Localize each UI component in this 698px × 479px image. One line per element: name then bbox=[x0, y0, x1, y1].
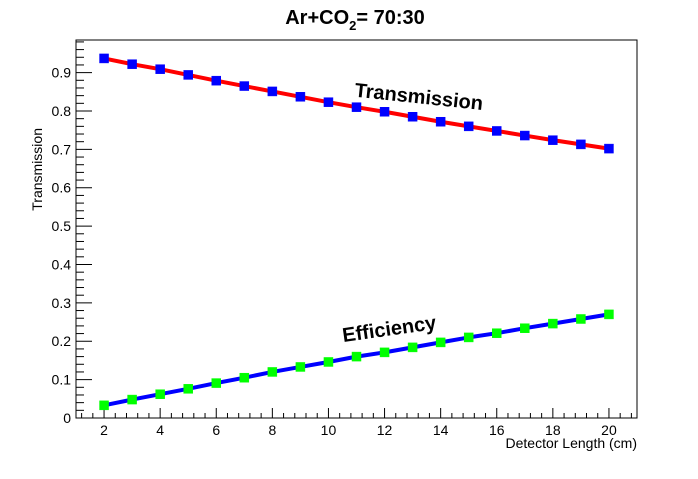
efficiency-data-point bbox=[379, 347, 390, 358]
x-tick-label: 12 bbox=[377, 422, 393, 438]
efficiency-data-point bbox=[435, 337, 446, 348]
efficiency-data-point bbox=[604, 309, 614, 320]
x-tick-label: 10 bbox=[321, 422, 337, 438]
y-tick-label: 0.2 bbox=[52, 333, 72, 349]
plot-frame bbox=[75, 39, 638, 419]
efficiency-data-point bbox=[520, 323, 530, 333]
y-tick-label: 0.1 bbox=[52, 372, 72, 388]
y-axis: 0 0.1 0.2 0.3 0.4 0.5 0.6 0.7 0.8 0.9 bbox=[52, 41, 92, 426]
efficiency-data-point bbox=[548, 318, 558, 329]
transmission-data-point bbox=[379, 107, 390, 117]
x-tick-label: 8 bbox=[268, 422, 276, 438]
efficiency-annotation: Efficiency bbox=[341, 312, 438, 347]
x-tick-label: 18 bbox=[545, 422, 561, 438]
transmission-data-point bbox=[407, 112, 418, 122]
efficiency-data-point bbox=[295, 362, 306, 372]
efficiency-data-point bbox=[492, 328, 502, 338]
x-tick-label: 14 bbox=[433, 422, 449, 438]
chart-title-suffix: = 70:30 bbox=[356, 7, 424, 29]
efficiency-data-point bbox=[407, 342, 418, 353]
transmission-data-point bbox=[155, 64, 165, 74]
transmission-data-point bbox=[295, 92, 306, 102]
transmission-data-point bbox=[548, 135, 558, 145]
efficiency-data-point bbox=[183, 384, 193, 394]
y-tick-label: 0.3 bbox=[52, 295, 72, 311]
chart-title-subscript: 2 bbox=[349, 18, 356, 33]
y-tick-label: 0.5 bbox=[52, 218, 72, 234]
y-tick-label: 0.4 bbox=[52, 256, 72, 272]
efficiency-data-point bbox=[463, 332, 474, 343]
transmission-data-point bbox=[435, 116, 446, 127]
x-tick-label: 6 bbox=[212, 422, 220, 438]
x-axis: 2 4 6 8 10 12 14 16 18 20 bbox=[81, 408, 632, 438]
efficiency-data-point bbox=[267, 367, 278, 377]
y-tick-label: 0.8 bbox=[52, 103, 72, 119]
transmission-data-point bbox=[127, 59, 137, 69]
chart-title-text: Ar+CO2= 70:30 bbox=[285, 7, 425, 33]
transmission-data-point bbox=[351, 102, 362, 112]
x-axis-label: Detector Length (cm) bbox=[506, 435, 638, 451]
transmission-data-point bbox=[211, 75, 221, 86]
efficiency-data-point bbox=[576, 314, 586, 324]
y-tick-label: 0.6 bbox=[52, 180, 72, 196]
efficiency-data-point bbox=[239, 372, 250, 383]
y-tick-label: 0 bbox=[63, 410, 71, 426]
efficiency-data-point bbox=[155, 389, 165, 399]
series-layer bbox=[99, 53, 614, 411]
transmission-data-point bbox=[239, 81, 250, 91]
transmission-data-point bbox=[604, 143, 614, 154]
efficiency-data-point bbox=[127, 394, 137, 405]
chart-title-main: Ar+CO bbox=[285, 7, 349, 29]
y-tick-label: 0.7 bbox=[52, 141, 72, 157]
transmission-data-point bbox=[520, 130, 530, 141]
transmission-data-point bbox=[463, 121, 474, 132]
transmission-data-point bbox=[267, 86, 278, 97]
transmission-data-point bbox=[492, 126, 502, 136]
efficiency-data-point bbox=[323, 357, 334, 367]
transmission-data-point bbox=[323, 97, 334, 107]
x-tick-label: 20 bbox=[601, 422, 617, 438]
x-tick-label: 4 bbox=[156, 422, 164, 438]
efficiency-data-point bbox=[211, 378, 221, 388]
y-axis-label: Transmission bbox=[29, 128, 45, 211]
x-tick-label: 2 bbox=[100, 422, 108, 438]
efficiency-data-point bbox=[99, 400, 109, 411]
transmission-data-point bbox=[576, 139, 586, 150]
transmission-data-point bbox=[99, 53, 109, 64]
transmission-data-point bbox=[183, 70, 193, 80]
efficiency-data-point bbox=[351, 351, 362, 362]
y-tick-label: 0.9 bbox=[52, 65, 72, 81]
x-tick-label: 16 bbox=[489, 422, 505, 438]
